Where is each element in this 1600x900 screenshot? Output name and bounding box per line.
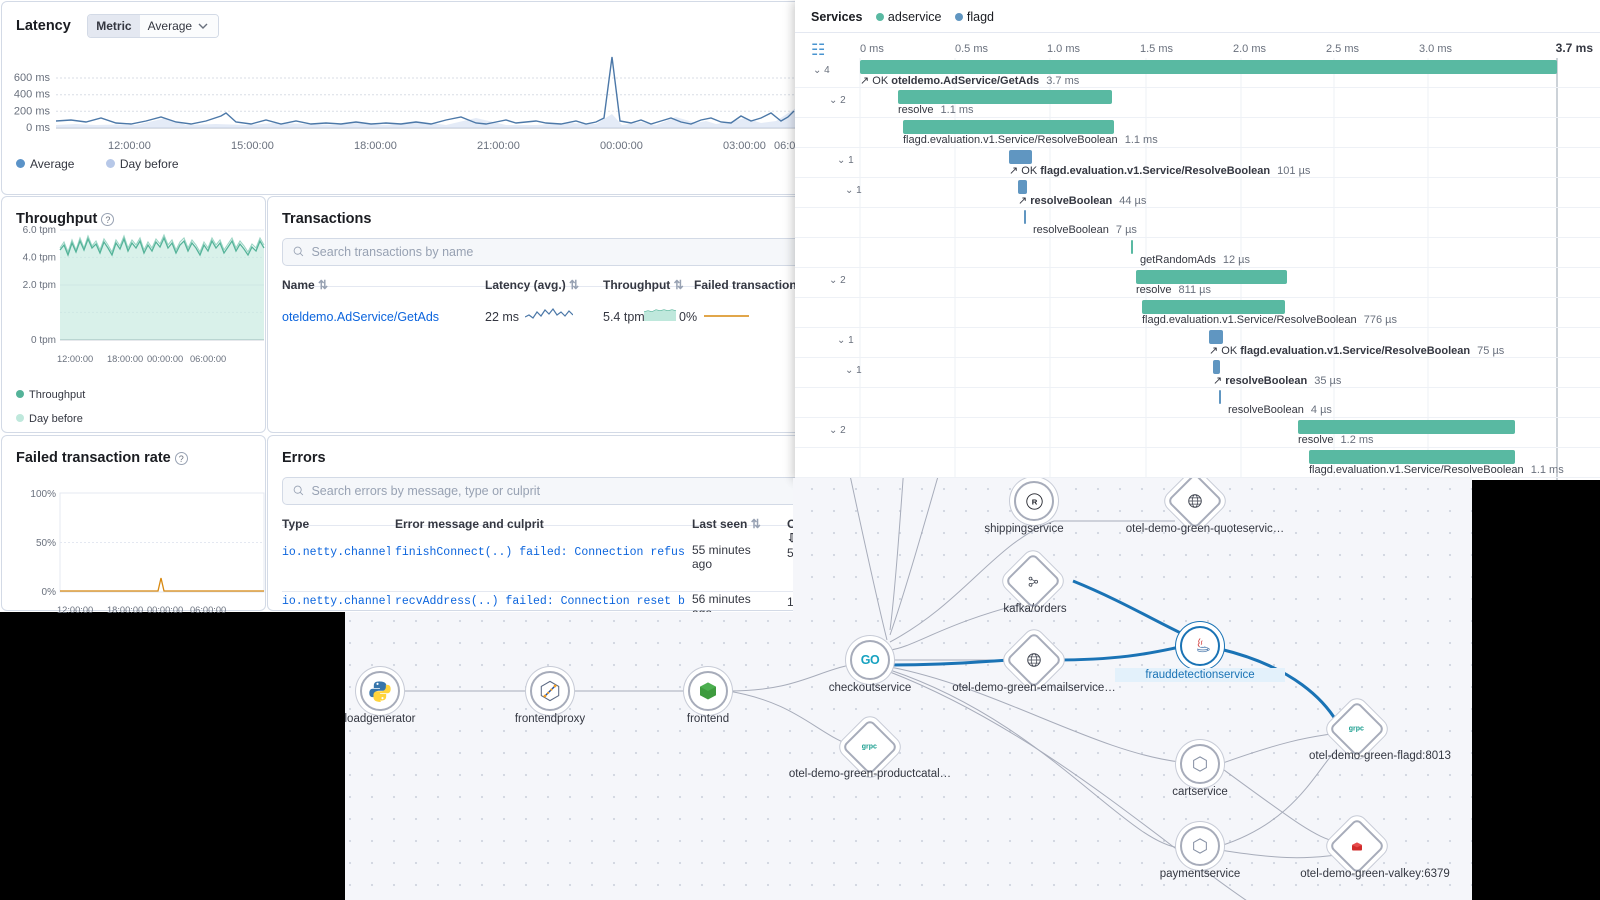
- svg-text:21:00:00: 21:00:00: [477, 140, 520, 152]
- svg-text:1.0 ms: 1.0 ms: [1047, 43, 1081, 55]
- svg-text:100%: 100%: [30, 489, 56, 500]
- svg-text:12:00:00: 12:00:00: [108, 140, 151, 152]
- svg-text:0 ms: 0 ms: [860, 43, 884, 55]
- svg-text:06:00:00: 06:00:00: [190, 354, 226, 364]
- svg-text:18:00:00: 18:00:00: [107, 354, 143, 364]
- svg-text:6.0 tpm: 6.0 tpm: [23, 225, 56, 236]
- svg-text:600 ms: 600 ms: [14, 72, 51, 84]
- svg-text:12:00:00: 12:00:00: [57, 354, 93, 364]
- svg-text:0 ms: 0 ms: [26, 122, 50, 134]
- svg-text:18:00:00: 18:00:00: [354, 140, 397, 152]
- svg-text:0 tpm: 0 tpm: [31, 335, 56, 346]
- svg-text:2.0 ms: 2.0 ms: [1233, 43, 1267, 55]
- svg-text:4.0 tpm: 4.0 tpm: [23, 252, 56, 263]
- svg-text:00:00:00: 00:00:00: [147, 605, 183, 615]
- svg-text:400 ms: 400 ms: [14, 89, 51, 101]
- svg-text:0%: 0%: [42, 587, 57, 598]
- svg-text:15:00:00: 15:00:00: [231, 140, 274, 152]
- svg-text:200 ms: 200 ms: [14, 105, 51, 117]
- svg-text:12:00:00: 12:00:00: [57, 605, 93, 615]
- svg-text:0.5 ms: 0.5 ms: [955, 43, 989, 55]
- svg-text:2.5 ms: 2.5 ms: [1326, 43, 1360, 55]
- svg-text:50%: 50%: [36, 538, 56, 549]
- svg-text:1.5 ms: 1.5 ms: [1140, 43, 1174, 55]
- svg-text:R: R: [1031, 497, 1037, 506]
- svg-text:00:00:00: 00:00:00: [600, 140, 643, 152]
- svg-text:00:00:00: 00:00:00: [147, 354, 183, 364]
- svg-text:06:00:00: 06:00:00: [190, 605, 226, 615]
- svg-text:3.0 ms: 3.0 ms: [1419, 43, 1453, 55]
- svg-text:03:00:00: 03:00:00: [723, 140, 766, 152]
- svg-text:2.0 tpm: 2.0 tpm: [23, 280, 56, 291]
- svg-text:18:00:00: 18:00:00: [107, 605, 143, 615]
- svg-text:3.7 ms: 3.7 ms: [1556, 41, 1594, 55]
